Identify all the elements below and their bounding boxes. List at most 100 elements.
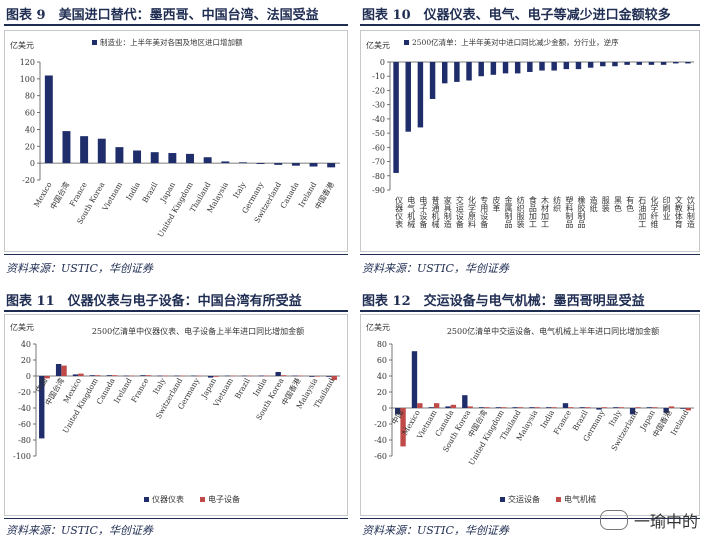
y-tick-label: -20 <box>374 420 387 429</box>
y-tick-label: -40 <box>372 115 385 124</box>
y-tick-label: -10 <box>372 72 385 81</box>
bar <box>327 163 336 168</box>
bar <box>636 62 643 65</box>
x-tick-label: 家具制造 <box>443 195 452 229</box>
bar <box>450 404 457 408</box>
x-tick-label: 普通机械 <box>431 195 440 229</box>
bar <box>62 131 71 164</box>
bar <box>685 408 691 411</box>
figure-9-title-rule <box>4 24 348 26</box>
bar <box>685 62 691 64</box>
bar <box>568 407 574 408</box>
bar <box>551 62 557 71</box>
bar <box>133 150 142 164</box>
bar <box>596 408 602 410</box>
bar <box>618 407 624 408</box>
bar <box>292 375 298 377</box>
bar <box>673 62 679 64</box>
bar <box>668 406 675 408</box>
y-tick-label: -30 <box>372 101 385 110</box>
bar <box>264 375 270 377</box>
bar <box>179 375 185 377</box>
figure-9-chart: 亿美元-20020406080100120Mexico中国台湾FranceSou… <box>4 30 348 252</box>
chart-annotation: 2500亿清单中交运设备、电气机械上半年进口同比增加金额 <box>447 326 659 336</box>
bar <box>213 376 219 377</box>
bar <box>157 375 163 377</box>
legend-label: 电气机械 <box>564 494 596 504</box>
bar <box>417 62 424 128</box>
bar <box>95 375 101 376</box>
chart-annotation: 2500亿清单中仪器仪表、电子设备上半年进口同比增加金额 <box>92 326 304 336</box>
legend-swatch <box>92 40 97 45</box>
bar <box>527 62 533 72</box>
unit-label: 亿美元 <box>366 322 390 332</box>
y-tick-label: -70 <box>372 158 385 167</box>
bar <box>546 407 552 408</box>
x-tick-label: 仪器仪表 <box>395 196 404 229</box>
bar <box>230 375 236 377</box>
y-tick-label: 40 <box>25 125 35 134</box>
bar <box>534 407 540 408</box>
bar <box>490 62 497 75</box>
y-tick-label: 20 <box>25 142 35 151</box>
x-tick-label: 纺织服装 <box>516 195 525 229</box>
bar <box>224 375 231 377</box>
legend-swatch <box>144 497 149 502</box>
bar <box>495 407 502 408</box>
figure-11-source-rule <box>4 518 348 519</box>
bar <box>55 364 62 376</box>
bar <box>405 62 411 132</box>
bar <box>238 162 247 164</box>
legend-label: 制造业：上半年美对各国及地区进口增加额 <box>100 37 243 47</box>
bar <box>280 375 287 376</box>
wechat-icon <box>599 510 628 530</box>
y-tick-label: -80 <box>372 172 385 181</box>
x-tick-label: 印刷业 <box>662 196 671 220</box>
x-tick-label: 皮革 <box>492 195 501 213</box>
x-tick-label: 食品加工 <box>528 195 537 228</box>
bar <box>162 375 169 377</box>
x-tick-label: 饮料制造 <box>686 195 695 229</box>
bar <box>660 62 667 65</box>
bar <box>612 62 618 67</box>
x-tick-label: 石油加工 <box>638 196 647 228</box>
bar <box>484 407 490 408</box>
x-tick-label: Brazil <box>233 376 252 400</box>
x-tick-label: Italy <box>607 408 624 428</box>
bar <box>39 376 45 439</box>
bar <box>106 375 112 376</box>
y-tick-label: -60 <box>374 452 387 461</box>
bar <box>297 375 304 377</box>
figure-10-title-rule <box>360 24 700 26</box>
x-tick-label: 电气机械 <box>407 195 416 229</box>
bar <box>168 153 177 164</box>
bar <box>400 408 406 447</box>
bar <box>501 407 507 408</box>
chart-frame <box>4 30 348 252</box>
bar <box>241 375 248 377</box>
watermark: 一瑜中的 <box>599 508 698 532</box>
y-tick-label: 120 <box>20 58 35 67</box>
bar <box>466 62 472 81</box>
y-tick-label: 0 <box>26 372 31 381</box>
bar <box>600 62 606 67</box>
y-tick-label: -100 <box>13 452 31 461</box>
bar <box>258 375 264 377</box>
x-tick-label: Italy <box>151 376 168 396</box>
bar <box>203 157 212 164</box>
y-tick-label: -90 <box>372 186 385 195</box>
bar <box>395 408 401 415</box>
figure-10-source: 资料来源：USTIC，华创证券 <box>362 262 509 275</box>
bar <box>539 62 545 71</box>
bar <box>613 407 619 408</box>
y-tick-label: -60 <box>18 420 31 429</box>
bar <box>145 375 152 376</box>
figure-11-source: 资料来源：USTIC，华创证券 <box>6 524 153 537</box>
figure-12-chart: 亿美元-60-40-20020406080中国MexicoVietnamCana… <box>360 314 700 516</box>
figure-9-source-rule <box>4 254 348 255</box>
y-tick-label: 0 <box>30 159 35 168</box>
bar <box>429 62 436 99</box>
legend-swatch <box>556 497 561 502</box>
bar <box>433 403 440 408</box>
figure-11-chart: 亿美元-100-80-60-40-2002040中国中国台湾MexicoUnit… <box>4 314 348 516</box>
